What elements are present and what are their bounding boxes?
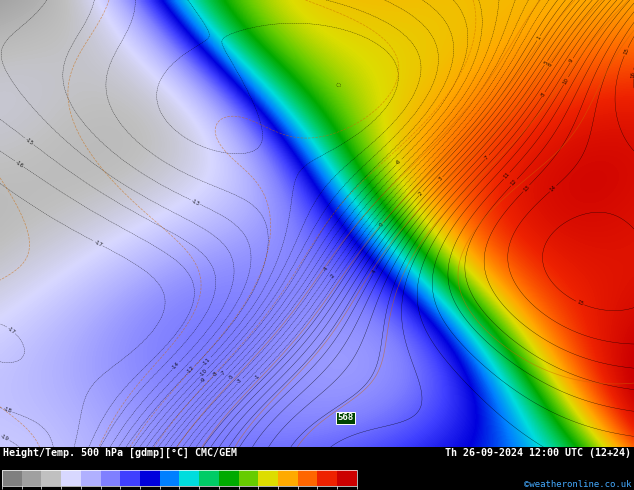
Text: -18: -18 <box>3 406 13 414</box>
Text: -9: -9 <box>200 376 208 383</box>
Text: 1: 1 <box>536 35 541 41</box>
Text: 6: 6 <box>547 62 553 68</box>
Text: -2: -2 <box>329 272 337 280</box>
Text: -11: -11 <box>202 357 212 367</box>
Text: 12: 12 <box>510 178 518 187</box>
Text: 16: 16 <box>631 71 634 78</box>
Text: -10: -10 <box>198 368 209 378</box>
Text: -8: -8 <box>212 370 219 378</box>
Text: 13: 13 <box>522 184 531 193</box>
Text: 568: 568 <box>337 414 354 422</box>
Text: 4: 4 <box>372 269 378 274</box>
Text: 3: 3 <box>437 176 444 182</box>
Text: -12: -12 <box>186 365 196 375</box>
Text: -3: -3 <box>236 378 243 385</box>
Text: 2: 2 <box>418 191 424 196</box>
Text: -14: -14 <box>171 361 181 371</box>
Text: Height/Temp. 500 hPa [gdmp][°C] CMC/GEM: Height/Temp. 500 hPa [gdmp][°C] CMC/GEM <box>3 448 236 459</box>
Text: 15: 15 <box>576 299 585 307</box>
Text: 9: 9 <box>569 58 574 63</box>
Text: -17: -17 <box>6 325 16 335</box>
Text: -16: -16 <box>14 159 25 169</box>
Text: Th 26-09-2024 12:00 UTC (12+24): Th 26-09-2024 12:00 UTC (12+24) <box>446 448 631 458</box>
Text: 11: 11 <box>503 172 511 180</box>
Text: 15: 15 <box>623 48 630 56</box>
Text: ©weatheronline.co.uk: ©weatheronline.co.uk <box>524 480 631 489</box>
Text: 5: 5 <box>543 60 549 66</box>
Text: -7: -7 <box>219 369 227 376</box>
Text: -17: -17 <box>93 239 103 247</box>
Text: 8: 8 <box>540 92 547 97</box>
Text: -1: -1 <box>254 373 261 381</box>
Text: 0: 0 <box>379 222 385 228</box>
Text: -5: -5 <box>228 373 235 381</box>
Text: 7: 7 <box>484 154 490 160</box>
Text: -19: -19 <box>0 434 10 442</box>
Text: -6: -6 <box>395 158 403 166</box>
Text: -4: -4 <box>322 266 329 273</box>
Text: -13: -13 <box>190 198 200 206</box>
Text: 14: 14 <box>549 184 557 193</box>
Text: 10: 10 <box>562 76 570 85</box>
Text: -15: -15 <box>24 137 35 146</box>
